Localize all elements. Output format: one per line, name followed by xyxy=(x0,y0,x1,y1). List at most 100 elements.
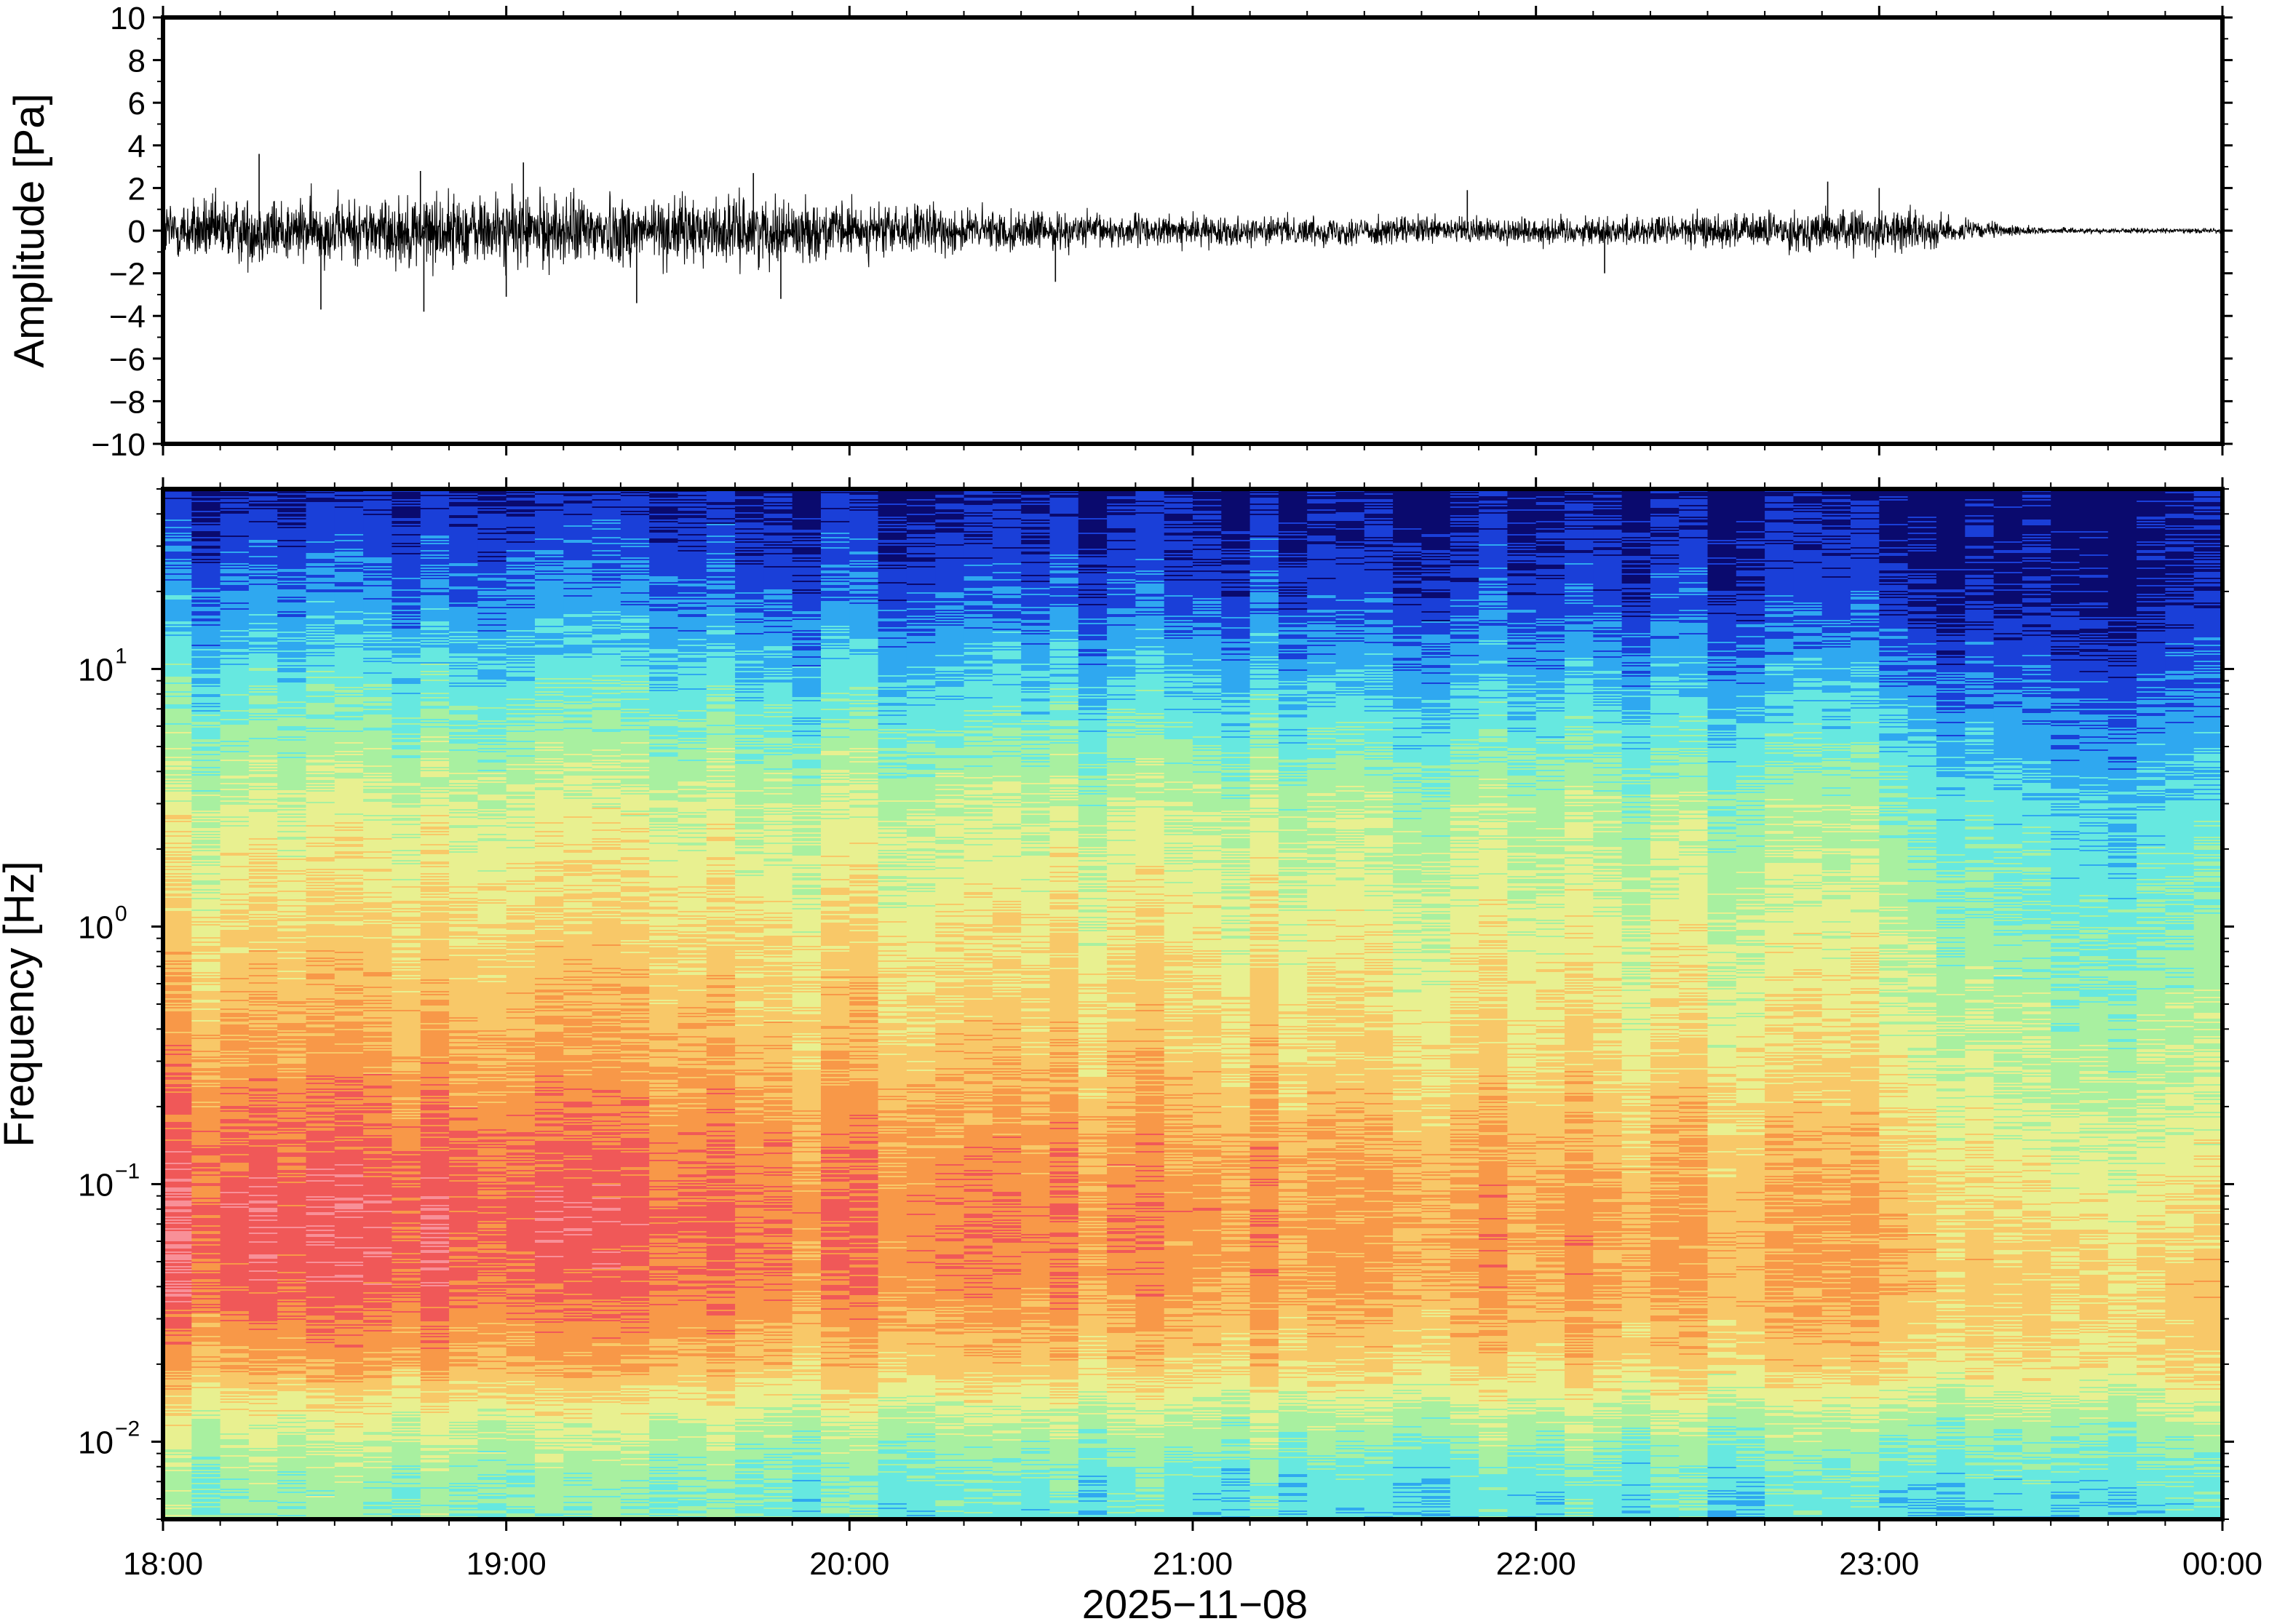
spectrogram-cell xyxy=(420,822,450,824)
spectrogram-cell xyxy=(248,888,278,892)
spectrogram-cell xyxy=(449,666,478,668)
spectrogram-cell xyxy=(334,549,364,550)
spectrogram-cell xyxy=(449,1093,478,1096)
spectrogram-cell xyxy=(363,1160,392,1167)
spectrogram-cell xyxy=(163,837,192,843)
spectrogram-cell xyxy=(392,825,421,834)
spectrogram-cell xyxy=(535,687,564,688)
spectrogram-cell xyxy=(392,793,421,795)
spectrogram-cell xyxy=(191,1020,221,1022)
spectrogram-cell xyxy=(592,1046,621,1049)
spectrogram-cell xyxy=(506,822,536,824)
spectrogram-cell xyxy=(620,1446,650,1451)
spectrogram-cell xyxy=(449,1430,478,1433)
spectrogram-cell xyxy=(677,1199,707,1202)
spectrogram-cell xyxy=(449,1256,478,1259)
spectrogram-cell xyxy=(563,960,593,963)
spectrogram-cell xyxy=(420,1062,450,1064)
spectrogram-cell xyxy=(506,1465,536,1470)
spectrogram-cell xyxy=(306,1494,335,1496)
spectrogram-cell xyxy=(677,832,707,834)
spectrogram-cell xyxy=(277,1435,307,1445)
spectrogram-cell xyxy=(449,1138,478,1141)
spectrogram-cell xyxy=(306,1412,335,1420)
spectrogram-cell xyxy=(649,1243,679,1244)
spectrogram-cell xyxy=(363,1128,392,1129)
spectrogram-cell xyxy=(449,735,478,736)
spectrogram-cell xyxy=(506,1153,536,1155)
spectrogram-cell xyxy=(334,1281,364,1282)
spectrogram-cell xyxy=(363,1007,392,1008)
spectrogram-cell xyxy=(563,959,593,960)
spectrogram-cell xyxy=(306,1241,335,1243)
spectrogram-cell xyxy=(449,1500,478,1502)
spectrogram-cell xyxy=(277,1128,307,1129)
spectrogram-cell xyxy=(420,867,450,873)
spectrogram-cell xyxy=(420,627,450,630)
spectrogram-cell xyxy=(306,575,335,578)
spectrogram-cell xyxy=(506,1340,536,1342)
spectrogram-cell xyxy=(248,547,278,556)
spectrogram-cell xyxy=(392,854,421,856)
spectrogram-cell xyxy=(392,837,421,838)
spectrogram-cell xyxy=(477,1195,507,1196)
spectrogram-cell xyxy=(592,995,621,1003)
spectrogram-cell xyxy=(535,1186,564,1187)
spectrogram-cell xyxy=(277,1302,307,1305)
spectrogram-cell xyxy=(506,1059,536,1061)
spectrogram-cell xyxy=(220,1171,250,1176)
spectrogram-cell xyxy=(449,738,478,739)
spectrogram-cell xyxy=(363,1107,392,1109)
spectrogram-cell xyxy=(392,742,421,745)
spectrogram-cell xyxy=(563,1177,593,1179)
spectrogram-cell xyxy=(506,1299,536,1302)
spectrogram-cell xyxy=(277,589,307,597)
spectrogram-cell xyxy=(191,1314,221,1317)
spectrogram-cell xyxy=(306,1020,335,1022)
spectrogram-cell xyxy=(248,691,278,693)
spectrogram-cell xyxy=(477,729,507,735)
spectrogram-cell xyxy=(592,779,621,780)
spectrogram-cell xyxy=(477,770,507,771)
spectrogram-cell xyxy=(506,920,536,923)
spectrogram-cell xyxy=(334,1007,364,1008)
spectrogram-cell xyxy=(420,1225,450,1227)
spectrogram-cell xyxy=(191,1362,221,1366)
spectrogram-cell xyxy=(535,1045,564,1046)
spectrogram-cell xyxy=(563,972,593,976)
spectrogram-cell xyxy=(392,1298,421,1301)
spectrogram-cell xyxy=(334,1334,364,1336)
spectrogram-cell xyxy=(191,1503,221,1506)
spectrogram-cell xyxy=(248,717,278,719)
spectrogram-cell xyxy=(677,741,707,742)
spectrogram-cell xyxy=(649,684,679,685)
spectrogram-cell xyxy=(363,1390,392,1391)
spectrogram-cell xyxy=(449,607,478,632)
spectrogram-cell xyxy=(392,733,421,735)
spectrogram-cell xyxy=(535,1102,564,1103)
spectrogram-cell xyxy=(191,524,221,525)
spectrogram-cell xyxy=(477,1361,507,1362)
spectrogram-cell xyxy=(620,770,650,771)
spectrogram-cell xyxy=(563,1179,593,1202)
spectrogram-cell xyxy=(163,781,192,783)
spectrogram-cell xyxy=(392,1366,421,1369)
spectrogram-cell xyxy=(506,732,536,741)
spectrogram-cell xyxy=(277,1170,307,1173)
spectrogram-cell xyxy=(677,662,707,666)
spectrogram-cell xyxy=(620,912,650,917)
spectrogram-cell xyxy=(477,553,507,556)
spectrogram-cell xyxy=(163,1129,192,1139)
spectrogram-cell xyxy=(163,960,192,962)
spectrogram-cell xyxy=(220,923,250,926)
spectrogram-cell xyxy=(306,602,335,616)
spectrogram-cell xyxy=(506,677,536,681)
spectrogram-cell xyxy=(420,1058,450,1062)
spectrogram-cell xyxy=(420,608,450,610)
spectrogram-cell xyxy=(506,1017,536,1019)
spectrogram-cell xyxy=(649,1067,679,1072)
spectrogram-cell xyxy=(592,613,621,614)
spectrogram-cell xyxy=(334,1088,364,1090)
spectrogram-cell xyxy=(363,1147,392,1148)
spectrogram-cell xyxy=(420,923,450,939)
